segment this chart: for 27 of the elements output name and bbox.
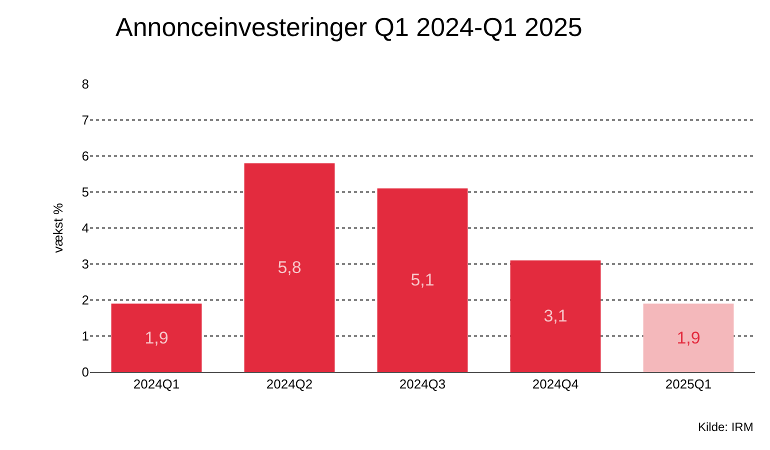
- data-label: 3,1: [544, 306, 568, 326]
- text: Kilde: IRM: [698, 420, 754, 434]
- data-label: 1,9: [676, 328, 700, 348]
- bar: [510, 260, 601, 372]
- x-tick-label: 2024Q4: [532, 376, 579, 392]
- y-axis-title: vækst %: [50, 202, 66, 253]
- x-tick-label: 2024Q3: [399, 376, 446, 392]
- chart-title: Annonceinvesteringer Q1 2024-Q1 2025: [116, 12, 582, 42]
- bar: [111, 304, 202, 372]
- x-tick-label: 2024Q1: [133, 376, 180, 392]
- y-tick-label: 4: [82, 220, 89, 236]
- y-tick-label: 3: [82, 256, 89, 272]
- data-label: 1,9: [144, 328, 168, 348]
- x-tick-label: 2024Q2: [266, 376, 313, 392]
- y-tick-label: 8: [82, 76, 89, 92]
- y-tick-label: 7: [82, 112, 89, 128]
- y-tick-label: 1: [82, 328, 89, 344]
- bar: [244, 163, 335, 372]
- x-tick-label: 2025Q1: [665, 376, 712, 392]
- y-tick-label: 5: [82, 184, 89, 200]
- bar: [643, 304, 734, 372]
- bar: [377, 188, 468, 372]
- y-tick-label: 0: [82, 364, 89, 380]
- y-tick-label: 2: [82, 292, 89, 308]
- y-tick-label: 6: [82, 148, 89, 164]
- data-label: 5,8: [278, 258, 302, 278]
- data-label: 5,1: [410, 270, 434, 290]
